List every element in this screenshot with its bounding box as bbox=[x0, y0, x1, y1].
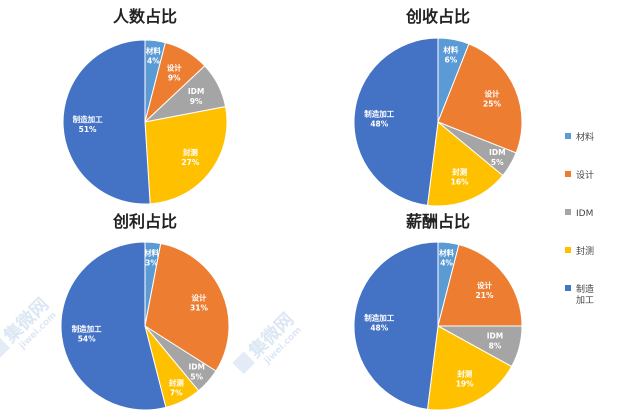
slice-label: 制造加工 bbox=[72, 323, 102, 333]
slice-label: 材料 bbox=[439, 248, 454, 258]
slice-value: 21% bbox=[476, 291, 494, 300]
slice-value: 48% bbox=[370, 119, 388, 128]
pie-slice-manufacturing bbox=[353, 37, 439, 206]
slice-label: 设计 bbox=[477, 280, 492, 290]
slice-label: 封测 bbox=[452, 167, 467, 177]
legend-swatch-design bbox=[565, 171, 571, 177]
slice-value: 5% bbox=[190, 373, 203, 382]
chart-title: 人数占比 bbox=[113, 7, 177, 26]
slice-label: 设计 bbox=[485, 89, 500, 99]
slice-value: 51% bbox=[79, 125, 97, 134]
legend-label-idm: IDM bbox=[576, 209, 593, 219]
slice-value: 8% bbox=[489, 342, 502, 351]
chart-title: 创利占比 bbox=[112, 212, 177, 231]
pies-layer: 人数占比材料4%设计9%IDM9%封测27%制造加工51%创收占比材料6%设计2… bbox=[60, 7, 523, 411]
legend-swatch-packaging-test bbox=[565, 247, 571, 253]
pie-slice-design bbox=[437, 43, 523, 154]
slice-label: 制造加工 bbox=[73, 114, 103, 124]
chart-title: 创收占比 bbox=[405, 7, 470, 26]
slice-value: 9% bbox=[168, 74, 181, 83]
slice-value: 9% bbox=[190, 97, 203, 106]
legend-swatch-manufacturing bbox=[565, 285, 571, 291]
legend-label-packaging-test: 封测 bbox=[576, 245, 594, 257]
slice-label: 封测 bbox=[457, 368, 472, 378]
slice-value: 4% bbox=[440, 259, 453, 268]
slice-label: IDM bbox=[188, 363, 204, 372]
slice-value: 31% bbox=[190, 304, 208, 313]
legend-label-material: 材料 bbox=[576, 131, 594, 143]
slice-value: 7% bbox=[170, 388, 183, 397]
legend-label-design: 设计 bbox=[576, 169, 594, 181]
pie-slice-manufacturing bbox=[60, 241, 167, 411]
slice-label: IDM bbox=[188, 87, 204, 96]
slice-value: 16% bbox=[451, 178, 469, 187]
slice-value: 4% bbox=[147, 56, 160, 65]
slice-label: 材料 bbox=[443, 44, 458, 54]
slice-label: 制造加工 bbox=[364, 312, 394, 322]
slice-label: 设计 bbox=[167, 63, 182, 73]
slice-value: 6% bbox=[445, 55, 458, 64]
pie-slice-packaging-test bbox=[426, 121, 504, 207]
slice-label: IDM bbox=[489, 148, 505, 157]
legend-swatch-idm bbox=[565, 209, 571, 215]
slice-label: IDM bbox=[487, 332, 503, 341]
slice-label: 材料 bbox=[146, 45, 161, 55]
slice-value: 19% bbox=[456, 379, 474, 388]
slice-value: 3% bbox=[145, 258, 158, 267]
slice-value: 54% bbox=[78, 334, 96, 343]
slice-label: 制造加工 bbox=[364, 108, 394, 118]
pie-slice-packaging-test bbox=[144, 106, 228, 205]
slice-label: 封测 bbox=[183, 147, 198, 157]
legend-label-manufacturing: 制造加工 bbox=[576, 283, 594, 306]
legend-swatch-material bbox=[565, 133, 571, 139]
pie-slice-manufacturing bbox=[62, 39, 151, 205]
slice-value: 27% bbox=[181, 158, 199, 167]
slice-label: 封测 bbox=[169, 377, 184, 387]
slice-label: 设计 bbox=[192, 293, 207, 303]
slice-label: 材料 bbox=[144, 247, 159, 257]
slice-value: 25% bbox=[483, 100, 501, 109]
pie-slice-manufacturing bbox=[353, 241, 439, 410]
slice-value: 48% bbox=[370, 323, 388, 332]
slice-value: 5% bbox=[491, 158, 504, 167]
pie-slice-design bbox=[437, 244, 523, 327]
pie-slice-packaging-test bbox=[426, 325, 513, 411]
chart-title: 薪酬占比 bbox=[406, 212, 470, 231]
